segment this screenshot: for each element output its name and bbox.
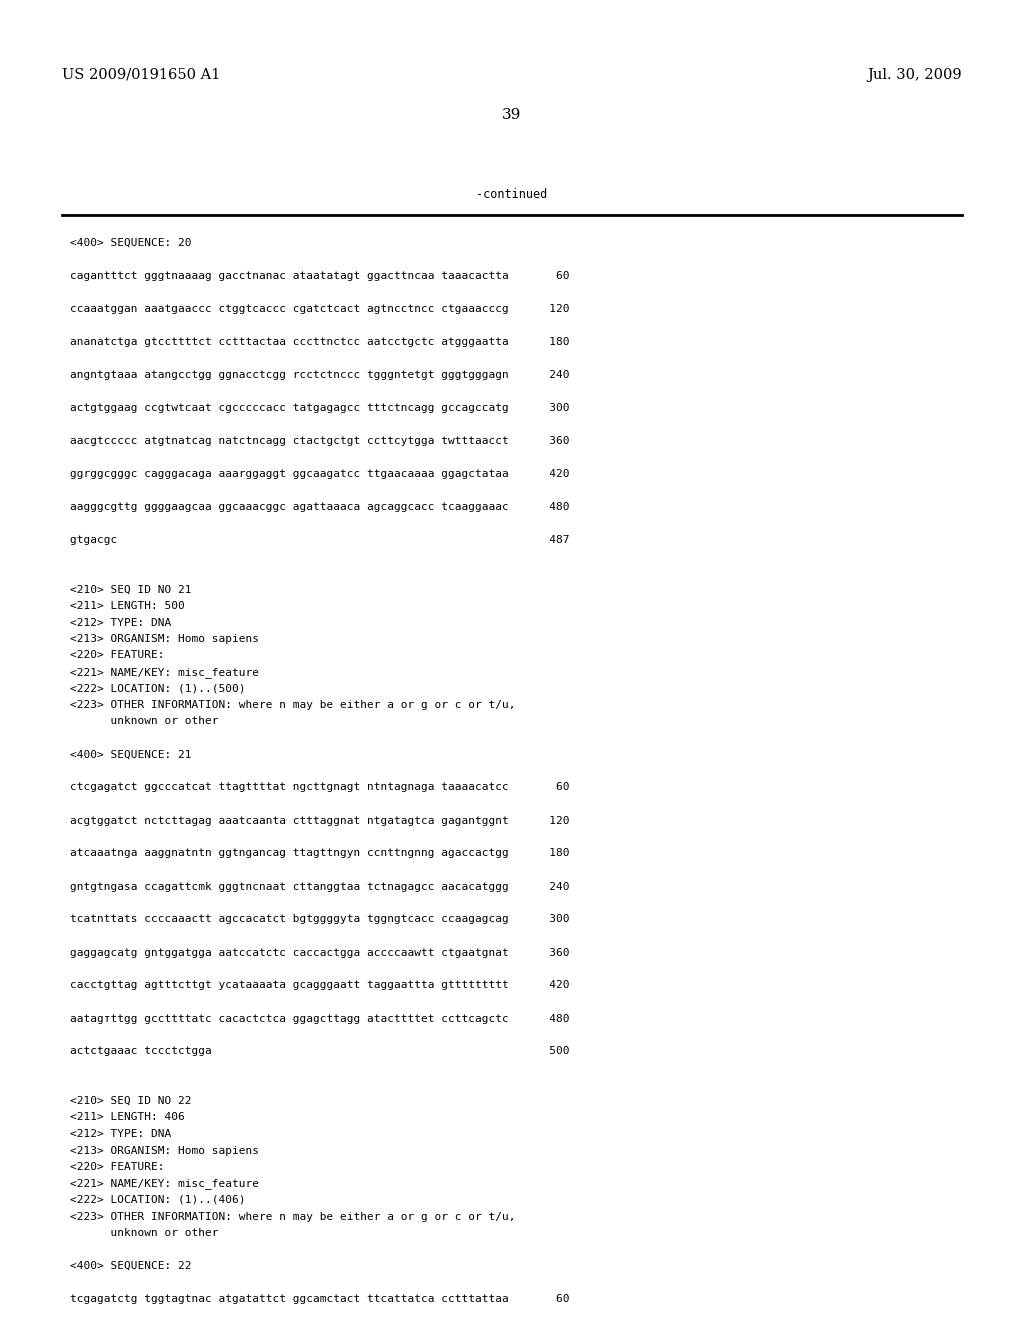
Text: cacctgttag agtttcttgt ycataaaata gcagggaatt taggaattta gttttttttt      420: cacctgttag agtttcttgt ycataaaata gcaggga… <box>70 981 569 990</box>
Text: <222> LOCATION: (1)..(406): <222> LOCATION: (1)..(406) <box>70 1195 246 1205</box>
Text: aacgtccccc atgtnatcag natctncagg ctactgctgt ccttcytgga twtttaacct      360: aacgtccccc atgtnatcag natctncagg ctactgc… <box>70 436 569 446</box>
Text: gntgtngasa ccagattcmk gggtncnaat cttanggtaa tctnagagcc aacacatggg      240: gntgtngasa ccagattcmk gggtncnaat cttangg… <box>70 882 569 891</box>
Text: tcatnttats ccccaaactt agccacatct bgtggggyta tggngtcacc ccaagagcag      300: tcatnttats ccccaaactt agccacatct bgtgggg… <box>70 915 569 924</box>
Text: aatagтttgg gccttttatc cacactctca ggagcttagg atacttttet ccttcagctc      480: aatagтttgg gccttttatc cacactctca ggagctt… <box>70 1014 569 1023</box>
Text: <222> LOCATION: (1)..(500): <222> LOCATION: (1)..(500) <box>70 684 246 693</box>
Text: <223> OTHER INFORMATION: where n may be either a or g or c or t/u,: <223> OTHER INFORMATION: where n may be … <box>70 1212 515 1221</box>
Text: gaggagcatg gntggatgga aatccatctc caccactgga accccaawtt ctgaatgnat      360: gaggagcatg gntggatgga aatccatctc caccact… <box>70 948 569 957</box>
Text: gtgacgc                                                                487: gtgacgc 487 <box>70 535 569 545</box>
Text: <213> ORGANISM: Homo sapiens: <213> ORGANISM: Homo sapiens <box>70 634 259 644</box>
Text: <213> ORGANISM: Homo sapiens: <213> ORGANISM: Homo sapiens <box>70 1146 259 1155</box>
Text: <400> SEQUENCE: 22: <400> SEQUENCE: 22 <box>70 1261 191 1271</box>
Text: <223> OTHER INFORMATION: where n may be either a or g or c or t/u,: <223> OTHER INFORMATION: where n may be … <box>70 700 515 710</box>
Text: 39: 39 <box>503 108 521 121</box>
Text: -continued: -continued <box>476 189 548 202</box>
Text: cagantttct gggtnaaaag gacctnanac ataatatagt ggacttncaa taaacactta       60: cagantttct gggtnaaaag gacctnanac ataatat… <box>70 271 569 281</box>
Text: acgtggatct nctcttagag aaatcaanta ctttaggnat ntgatagtca gagantggnt      120: acgtggatct nctcttagag aaatcaanta ctttagg… <box>70 816 569 825</box>
Text: <400> SEQUENCE: 21: <400> SEQUENCE: 21 <box>70 750 191 759</box>
Text: <221> NAME/KEY: misc_feature: <221> NAME/KEY: misc_feature <box>70 667 259 678</box>
Text: <211> LENGTH: 406: <211> LENGTH: 406 <box>70 1113 184 1122</box>
Text: <210> SEQ ID NO 21: <210> SEQ ID NO 21 <box>70 585 191 594</box>
Text: tcgagatctg tggtagtnac atgatattct ggcamctact ttcattatca cctttattaa       60: tcgagatctg tggtagtnac atgatattct ggcamct… <box>70 1294 569 1304</box>
Text: Jul. 30, 2009: Jul. 30, 2009 <box>867 69 962 82</box>
Text: atcaaatnga aaggnatntn ggtngancag ttagttngyn ccnttngnng agaccactgg      180: atcaaatnga aaggnatntn ggtngancag ttagttn… <box>70 849 569 858</box>
Text: <220> FEATURE:: <220> FEATURE: <box>70 651 165 660</box>
Text: aagggcgttg ggggaagcaa ggcaaacggc agattaaaca agcaggcacc tcaaggaaac      480: aagggcgttg ggggaagcaa ggcaaacggc agattaa… <box>70 502 569 512</box>
Text: ctcgagatct ggcccatcat ttagttttat ngcttgnagt ntntagnaga taaaacatcc       60: ctcgagatct ggcccatcat ttagttttat ngcttgn… <box>70 783 569 792</box>
Text: <210> SEQ ID NO 22: <210> SEQ ID NO 22 <box>70 1096 191 1106</box>
Text: ananatctga gtccttttct cctttactaa cccttnctcc aatcctgctc atgggaatta      180: ananatctga gtccttttct cctttactaa cccttnc… <box>70 337 569 347</box>
Text: ggrggcgggc cagggacaga aaarggaggt ggcaagatcc ttgaacaaaa ggagctataa      420: ggrggcgggc cagggacaga aaarggaggt ggcaaga… <box>70 469 569 479</box>
Text: <220> FEATURE:: <220> FEATURE: <box>70 1162 165 1172</box>
Text: <400> SEQUENCE: 20: <400> SEQUENCE: 20 <box>70 238 191 248</box>
Text: unknown or other: unknown or other <box>70 717 218 726</box>
Text: angntgtaaa atangcctgg ggnacctcgg rcctctnccс tgggntetgt gggtgggagn      240: angntgtaaa atangcctgg ggnacctcgg rcctctn… <box>70 370 569 380</box>
Text: US 2009/0191650 A1: US 2009/0191650 A1 <box>62 69 220 82</box>
Text: <212> TYPE: DNA: <212> TYPE: DNA <box>70 1129 171 1139</box>
Text: <212> TYPE: DNA: <212> TYPE: DNA <box>70 618 171 627</box>
Text: <211> LENGTH: 500: <211> LENGTH: 500 <box>70 601 184 611</box>
Text: <221> NAME/KEY: misc_feature: <221> NAME/KEY: misc_feature <box>70 1179 259 1189</box>
Text: ccaaatggan aaatgaaccc ctggtcaccc cgatctcact agtncctncc ctgaaacccg      120: ccaaatggan aaatgaaccc ctggtcaccc cgatctc… <box>70 304 569 314</box>
Text: actgtggaag ccgtwtcaat cgcccccacc tatgagagcc tttctncagg gccagccatg      300: actgtggaag ccgtwtcaat cgcccccacc tatgaga… <box>70 403 569 413</box>
Text: unknown or other: unknown or other <box>70 1228 218 1238</box>
Text: actctgaaac tccctctgga                                                  500: actctgaaac tccctctgga 500 <box>70 1047 569 1056</box>
